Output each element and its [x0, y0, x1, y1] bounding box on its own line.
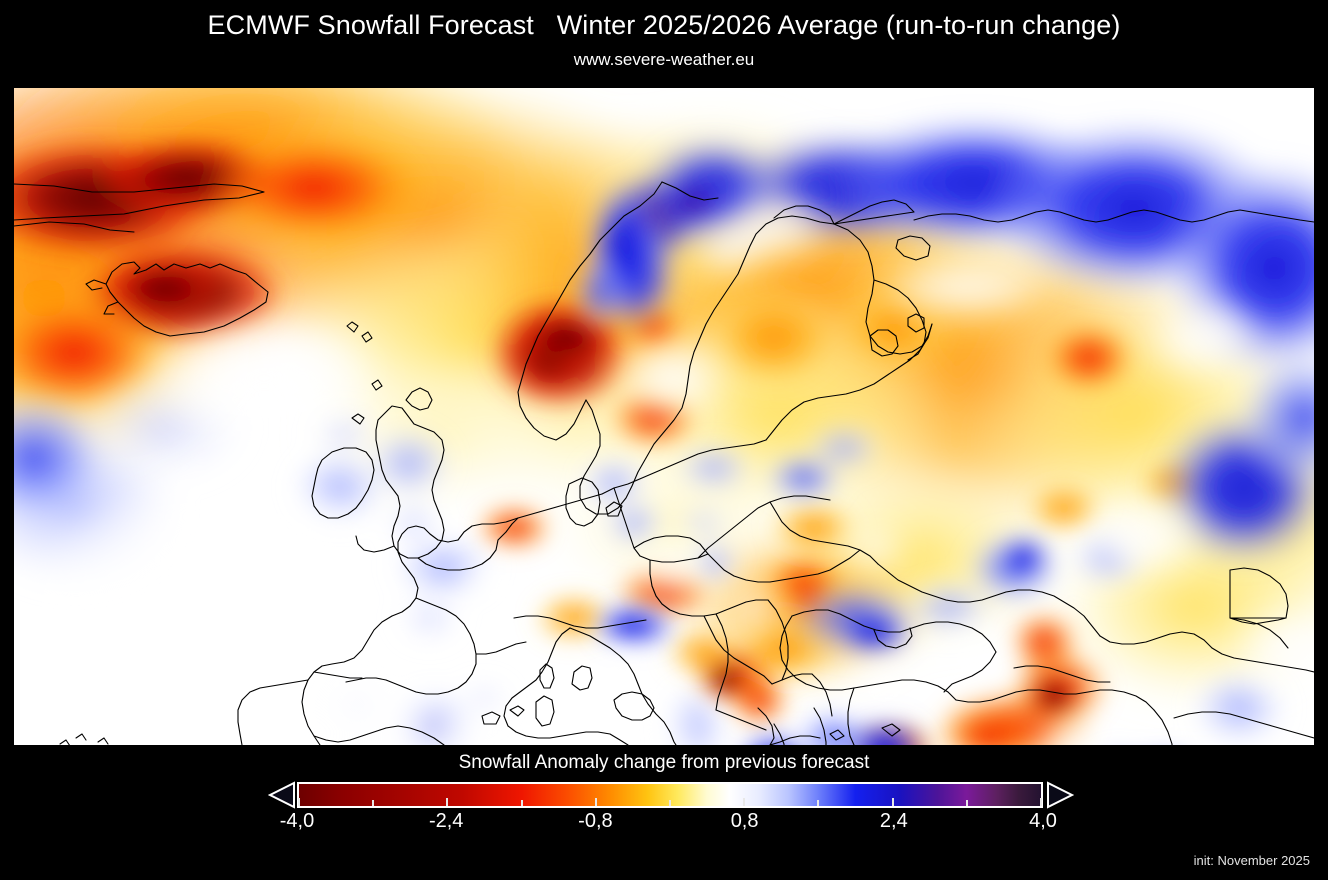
- colorbar-tick-label: 4,0: [1029, 810, 1057, 832]
- colorbar-labels: -4,0 -2,4 -0,8 0,8 2,4 4,0: [280, 810, 1057, 836]
- colorbar-extend-low-arrow: [268, 781, 296, 809]
- map-canvas[interactable]: [14, 88, 1314, 745]
- colorbar-tick: [594, 798, 597, 806]
- colorbar-tick: [446, 798, 449, 806]
- colorbar-tick-label: -2,4: [428, 810, 464, 832]
- colorbar-minor-tick: [520, 800, 523, 806]
- colorbar-row: [0, 781, 1328, 810]
- source-website: www.severe-weather.eu: [573, 50, 755, 69]
- colorbar-caption: Snowfall Anomaly change from previous fo…: [458, 752, 870, 773]
- colorbar-gradient-fill: [299, 784, 1041, 806]
- colorbar-extend-high-arrow: [1046, 781, 1074, 809]
- colorbar-tick-label: -4,0: [279, 810, 315, 832]
- colorbar-tick: [743, 798, 746, 806]
- colorbar-minor-tick: [372, 800, 375, 806]
- anomaly-field: [14, 88, 1314, 745]
- colorbar-minor-tick: [965, 800, 968, 806]
- colorbar: Snowfall Anomaly change from previous fo…: [0, 752, 1328, 842]
- colorbar-tick-label: 2,4: [879, 810, 908, 832]
- colorbar-minor-tick: [817, 800, 820, 806]
- colorbar-tick: [1040, 798, 1042, 806]
- init-date: init: November 2025: [1193, 853, 1310, 868]
- page-title: ECMWF Snowfall Forecast Winter 2025/2026…: [207, 10, 1121, 40]
- colorbar-tick-label: -0,8: [578, 810, 613, 832]
- header: ECMWF Snowfall Forecast Winter 2025/2026…: [0, 0, 1328, 88]
- colorbar-tick: [298, 798, 300, 806]
- colorbar-gradient[interactable]: [297, 782, 1043, 808]
- map-coastlines: [14, 181, 1314, 745]
- colorbar-tick-label: 0,8: [730, 810, 759, 832]
- colorbar-tick: [891, 798, 894, 806]
- colorbar-minor-tick: [669, 800, 671, 806]
